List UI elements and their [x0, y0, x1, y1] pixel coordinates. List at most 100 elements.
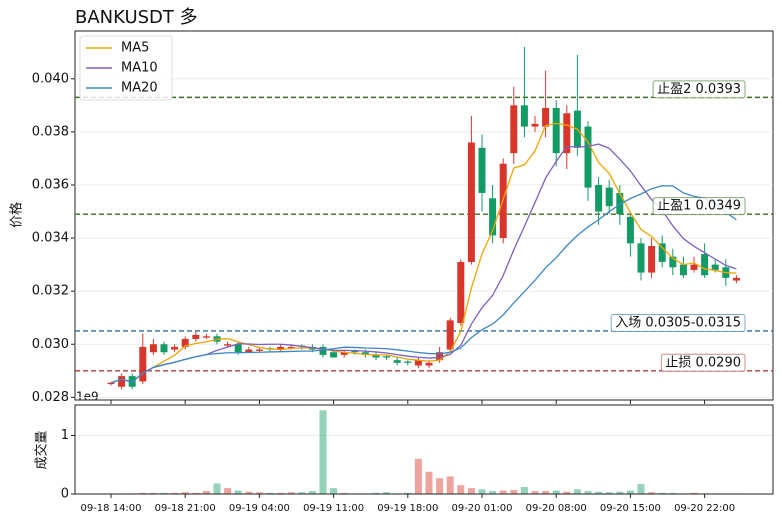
volume-bar	[489, 491, 497, 494]
legend-box	[79, 35, 173, 101]
candle-body	[234, 344, 242, 353]
y-tick-label: 0.028	[32, 390, 69, 405]
candle-body	[245, 349, 253, 353]
volume-bar	[319, 410, 327, 494]
x-tick-label: 09-20 01:00	[451, 503, 512, 514]
candle-body	[361, 352, 369, 355]
reference-label: 止盈1 0.0349	[657, 199, 741, 214]
volume-bar	[383, 492, 391, 494]
volume-bar	[499, 490, 507, 494]
candle-body	[467, 142, 475, 262]
volume-bar	[531, 491, 539, 494]
candle-body	[701, 253, 709, 276]
candle-body	[287, 346, 295, 349]
chart-title: BANKUSDT 多	[75, 7, 198, 28]
volume-bar	[192, 492, 200, 494]
candle-body	[171, 346, 179, 350]
candle-body	[637, 243, 645, 273]
reference-label: 止盈2 0.0393	[657, 82, 741, 97]
volume-bar	[542, 491, 550, 494]
volume-bar	[308, 491, 316, 494]
candle-body	[149, 344, 157, 353]
candle-body	[393, 360, 401, 363]
volume-bar	[436, 478, 444, 494]
volume-bar	[330, 488, 338, 494]
ma-line	[110, 143, 737, 384]
x-tick-label: 09-19 18:00	[377, 503, 438, 514]
candle-body	[658, 243, 666, 262]
x-tick-label: 09-18 21:00	[155, 503, 216, 514]
y-tick-label: 0.038	[32, 124, 69, 139]
x-tick-label: 09-20 15:00	[600, 503, 661, 514]
plot-frame	[74, 30, 774, 401]
y-tick-label: 0.034	[32, 231, 69, 246]
candle-body	[139, 346, 147, 382]
volume-bar	[202, 491, 210, 494]
candle-body	[669, 256, 677, 268]
y-tick-label: 0.040	[32, 71, 69, 86]
candle-body	[510, 105, 518, 154]
volume-bar	[404, 492, 412, 494]
reference-label-box	[660, 353, 746, 372]
volume-bar	[425, 471, 433, 494]
volume-bar	[584, 491, 592, 494]
candle-body	[425, 362, 433, 366]
y-tick-label: 1	[61, 428, 69, 443]
reference-label-box	[652, 197, 746, 216]
candle-body	[605, 187, 613, 207]
ma-line	[110, 122, 737, 384]
volume-axis-label: 成交量	[34, 430, 50, 469]
volume-bar	[277, 492, 285, 494]
candle-body	[181, 338, 189, 347]
volume-bar	[690, 492, 698, 494]
candle-body	[626, 216, 634, 244]
y-tick-label: 0.030	[32, 337, 69, 352]
volume-bar	[552, 490, 560, 494]
candle-body	[118, 376, 126, 387]
volume-bar	[414, 458, 422, 494]
candle-body	[160, 344, 168, 353]
x-tick-label: 09-18 14:00	[80, 503, 141, 514]
volume-bar	[626, 490, 634, 494]
candle-body	[648, 246, 656, 273]
candle-body	[563, 113, 571, 154]
volume-bar	[181, 492, 189, 494]
candle-body	[584, 126, 592, 188]
legend-label: MA5	[121, 41, 149, 56]
volume-bar	[648, 492, 656, 494]
volume-bar	[478, 489, 486, 494]
volume-bar	[595, 491, 603, 494]
volume-bar	[467, 488, 475, 494]
ma-line	[110, 185, 737, 384]
legend-label: MA20	[121, 81, 158, 96]
candle-body	[107, 382, 115, 385]
volume-bar	[298, 492, 306, 494]
volume-bar	[266, 492, 274, 494]
candle-body	[711, 264, 719, 270]
candle-body	[616, 192, 624, 215]
candle-body	[330, 352, 338, 358]
volume-bar	[139, 492, 147, 494]
candle-body	[414, 360, 422, 366]
volume-bar	[255, 492, 263, 494]
volume-bar	[457, 485, 465, 494]
volume-bar	[669, 492, 677, 494]
candle-body	[255, 349, 263, 351]
volume-bar	[287, 492, 295, 494]
candle-body	[372, 354, 380, 358]
volume-bar	[510, 489, 518, 494]
candle-body	[383, 356, 391, 358]
x-tick-label: 09-20 22:00	[674, 503, 735, 514]
candle-body	[351, 350, 359, 353]
candle-body	[520, 105, 528, 127]
candle-body	[732, 277, 740, 281]
candle-body	[595, 184, 603, 212]
x-tick-label: 09-19 11:00	[303, 503, 364, 514]
volume-bar	[340, 492, 348, 494]
candle-body	[542, 107, 550, 127]
candle-body	[478, 147, 486, 193]
candle-body	[202, 336, 210, 338]
volume-bar	[563, 491, 571, 494]
volume-bar	[372, 492, 380, 494]
